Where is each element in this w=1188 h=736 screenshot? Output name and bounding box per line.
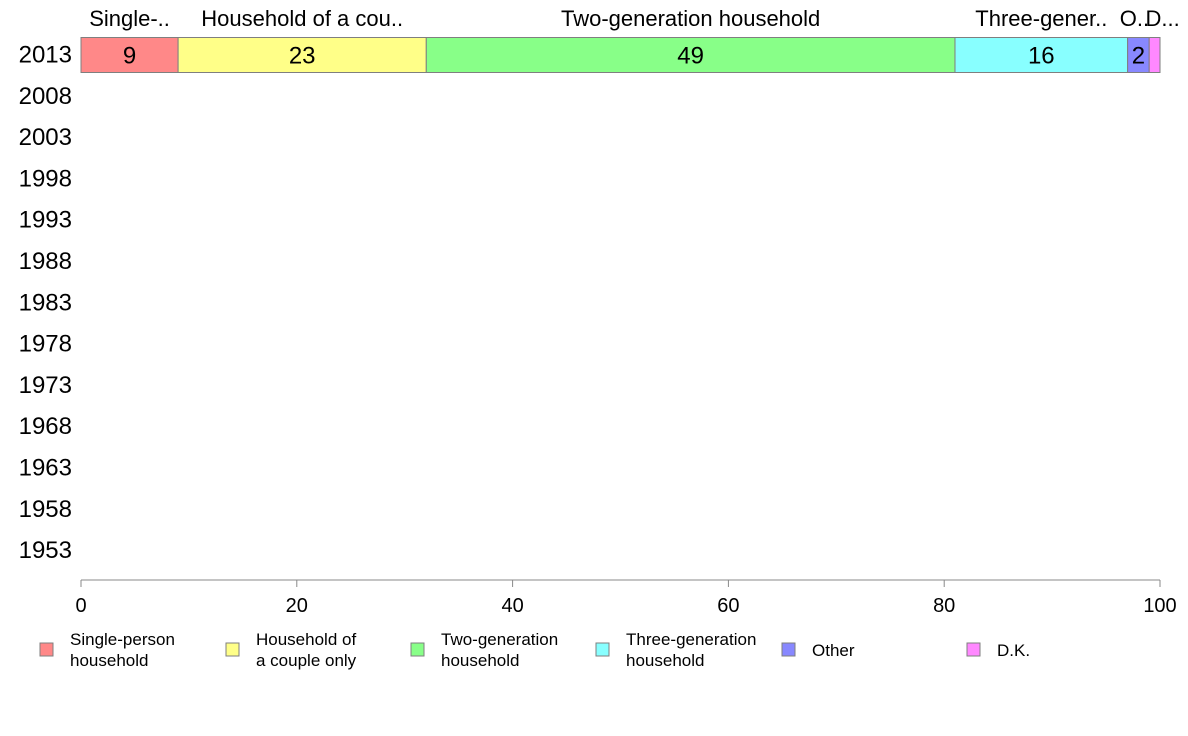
category-label-1958: 1958 bbox=[19, 496, 72, 523]
x-tick-label-0: 0 bbox=[75, 595, 86, 617]
series-header-label-two-generation-household: Two-generation household bbox=[561, 6, 820, 31]
series-header-label-three-generation-household: Three-gener.. bbox=[975, 6, 1107, 31]
legend-label-three-generation-household: household bbox=[626, 651, 704, 670]
series-header-label-household-of-a-couple-only: Household of a cou.. bbox=[201, 6, 403, 31]
data-label-household-of-a-couple-only: 23 bbox=[289, 43, 316, 70]
legend-label-two-generation-household: household bbox=[441, 651, 519, 670]
category-label-2003: 2003 bbox=[19, 124, 72, 151]
legend-swatch-single-person-household bbox=[39, 642, 54, 657]
legend-label-two-generation-household: Two-generation bbox=[441, 630, 558, 649]
legend-swatch-household-of-a-couple-only bbox=[225, 642, 240, 657]
category-label-1978: 1978 bbox=[19, 331, 72, 358]
x-tick-label-100: 100 bbox=[1143, 595, 1176, 617]
bar-single-person-household-2013 bbox=[80, 37, 179, 73]
legend-swatch-two-generation-household bbox=[410, 642, 425, 657]
legend-label-d-k-: D.K. bbox=[997, 641, 1030, 660]
data-label-other: 2 bbox=[1132, 43, 1145, 70]
legend-label-household-of-a-couple-only: a couple only bbox=[256, 651, 357, 670]
category-label-1953: 1953 bbox=[19, 537, 72, 564]
series-header-label-single-person-household: Single-.. bbox=[89, 6, 170, 31]
category-label-1968: 1968 bbox=[19, 413, 72, 440]
data-label-three-generation-household: 16 bbox=[1028, 43, 1055, 70]
x-tick-label-40: 40 bbox=[501, 595, 523, 617]
legend-label-three-generation-household: Three-generation bbox=[626, 630, 756, 649]
data-label-two-generation-household: 49 bbox=[677, 43, 704, 70]
legend-label-single-person-household: household bbox=[70, 651, 148, 670]
category-label-1998: 1998 bbox=[19, 165, 72, 192]
x-tick-label-20: 20 bbox=[286, 595, 308, 617]
category-label-1983: 1983 bbox=[19, 289, 72, 316]
legend-swatch-three-generation-household bbox=[595, 642, 610, 657]
legend-swatch-other bbox=[781, 642, 796, 657]
category-label-1993: 1993 bbox=[19, 207, 72, 234]
data-label-single-person-household: 9 bbox=[123, 43, 136, 70]
x-tick-label-60: 60 bbox=[717, 595, 739, 617]
category-label-1973: 1973 bbox=[19, 372, 72, 399]
bar-household-of-a-couple-only-2013 bbox=[177, 37, 427, 73]
category-label-2008: 2008 bbox=[19, 83, 72, 110]
legend-label-household-of-a-couple-only: Household of bbox=[256, 630, 356, 649]
series-header-label-other: O.. bbox=[1120, 6, 1149, 31]
bar-two-generation-household-2013 bbox=[425, 37, 956, 73]
series-header-label-d-k-: D... bbox=[1145, 6, 1179, 31]
x-tick-label-80: 80 bbox=[933, 595, 955, 617]
legend-label-single-person-household: Single-person bbox=[70, 630, 175, 649]
legend-swatch-d-k- bbox=[966, 642, 981, 657]
category-label-1988: 1988 bbox=[19, 248, 72, 275]
category-label-1963: 1963 bbox=[19, 455, 72, 482]
bar-d-k--2013 bbox=[1148, 37, 1161, 73]
category-label-2013: 2013 bbox=[19, 42, 72, 69]
legend-label-other: Other bbox=[812, 641, 855, 660]
